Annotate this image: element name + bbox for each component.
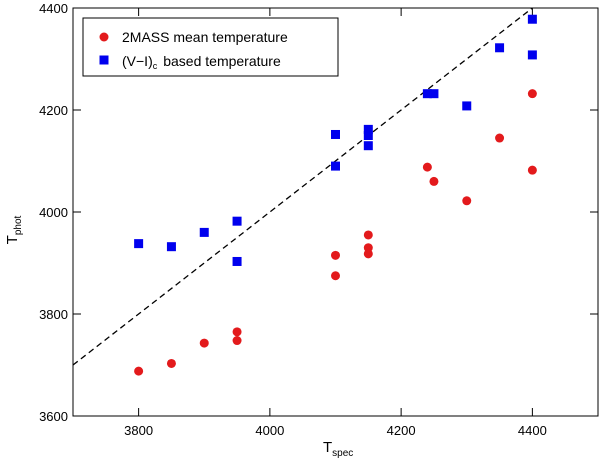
y-axis: 3600 3800 4000 4200 4400 xyxy=(39,1,598,424)
point-vi xyxy=(429,89,439,99)
point-2mass xyxy=(429,176,439,186)
point-vi xyxy=(331,161,340,171)
legend-box xyxy=(82,17,339,77)
point-2mass xyxy=(134,366,144,376)
point-2mass xyxy=(422,162,432,172)
point-vi xyxy=(166,242,176,252)
y-tick-label: 4000 xyxy=(39,205,68,220)
point-2mass xyxy=(331,271,340,281)
x-axis-title-sub: spec xyxy=(332,448,353,459)
point-vi xyxy=(527,14,537,24)
point-vi xyxy=(363,124,373,134)
x-axis: 3800 4000 4200 4400 xyxy=(124,8,547,438)
y-axis-title: Tphot xyxy=(4,215,24,244)
point-vi xyxy=(422,89,432,99)
point-2mass xyxy=(331,250,340,260)
point-vi xyxy=(331,129,340,139)
point-2mass xyxy=(232,336,242,346)
point-2mass xyxy=(527,165,537,175)
legend-square-marker xyxy=(99,55,109,65)
point-2mass xyxy=(363,249,373,259)
point-2mass xyxy=(199,338,209,348)
point-vi xyxy=(232,256,242,266)
x-tick-label: 3800 xyxy=(124,423,153,438)
y-axis-title-main: T xyxy=(4,235,21,244)
point-2mass xyxy=(166,358,176,368)
x-tick-label: 4400 xyxy=(518,423,547,438)
x-tick-label: 4200 xyxy=(387,423,416,438)
y-tick-label: 4200 xyxy=(39,103,68,118)
point-vi xyxy=(134,239,144,249)
point-vi xyxy=(363,141,373,151)
legend-label-vi-main: (V−I) xyxy=(122,53,153,69)
data-points xyxy=(134,14,537,376)
y-axis-title-sub: phot xyxy=(13,215,24,235)
point-2mass xyxy=(462,196,472,206)
legend-label-vi-sub: c xyxy=(153,61,158,71)
point-vi xyxy=(363,131,373,140)
point-vi xyxy=(462,101,472,111)
x-axis-title-main: T xyxy=(323,439,332,456)
point-vi xyxy=(527,50,537,60)
y-tick-label: 3800 xyxy=(39,307,68,322)
x-tick-label: 4000 xyxy=(255,423,284,438)
legend-circle-marker xyxy=(99,32,109,42)
y-tick-label: 4400 xyxy=(39,1,68,16)
legend-label-2mass: 2MASS mean temperature xyxy=(122,29,288,45)
legend-label-vi-suffix: based temperature xyxy=(163,53,281,69)
point-vi xyxy=(199,227,209,237)
point-2mass xyxy=(363,230,373,240)
point-2mass xyxy=(495,133,505,143)
legend: 2MASS mean temperature (V−I)c based tempe… xyxy=(82,17,339,77)
point-2mass xyxy=(527,89,537,99)
legend-label-vi: (V−I)c based temperature xyxy=(122,53,281,71)
point-vi xyxy=(232,216,242,226)
point-2mass xyxy=(232,327,242,337)
x-axis-title: Tspec xyxy=(323,439,353,459)
point-vi xyxy=(495,43,505,53)
reference-line xyxy=(72,7,533,366)
y-tick-label: 3600 xyxy=(39,409,68,424)
